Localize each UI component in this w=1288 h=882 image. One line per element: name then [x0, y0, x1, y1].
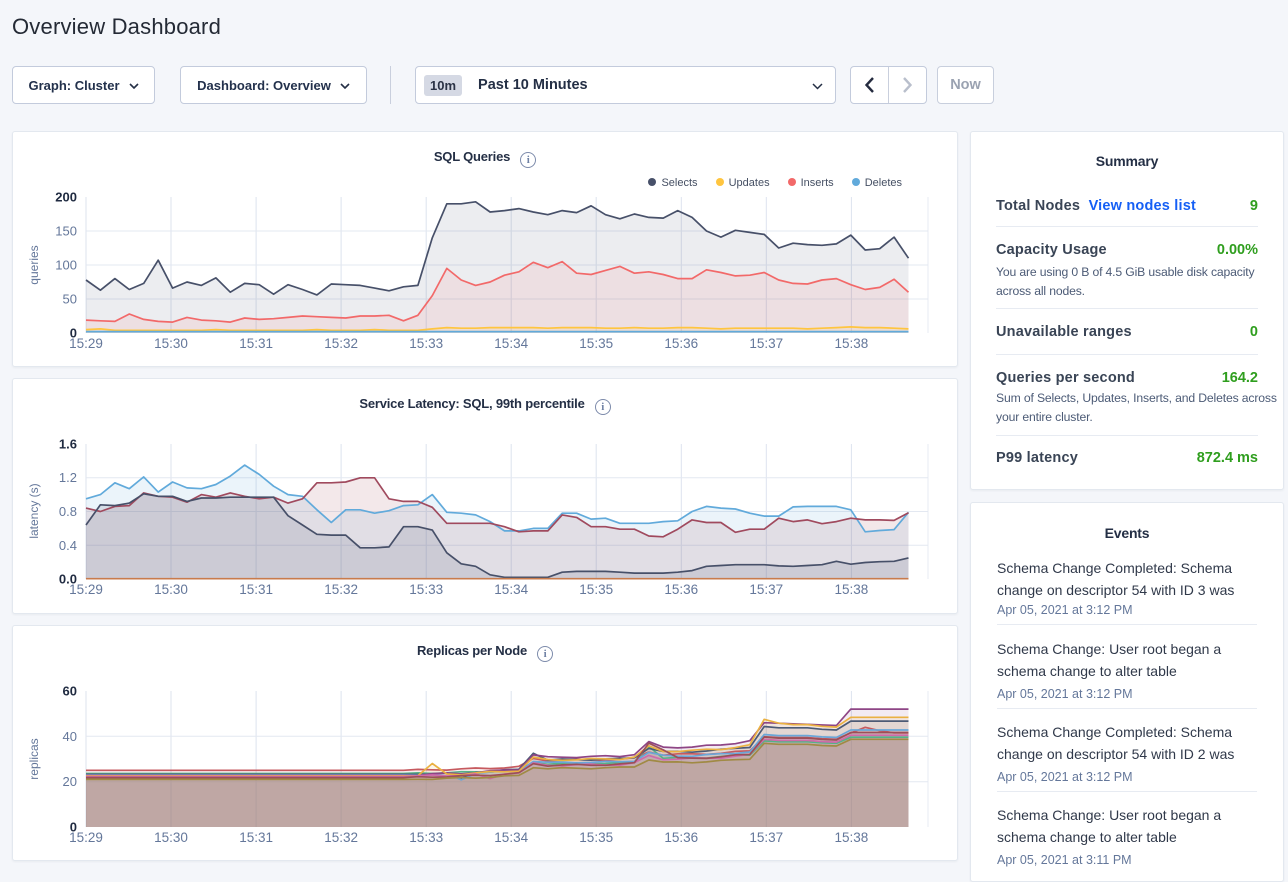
svg-text:15:33: 15:33 [409, 336, 443, 351]
svg-text:15:36: 15:36 [664, 336, 698, 351]
svg-text:0.8: 0.8 [59, 504, 77, 519]
svg-text:queries: queries [27, 245, 41, 284]
svg-text:15:32: 15:32 [324, 336, 358, 351]
svg-text:15:32: 15:32 [324, 582, 358, 597]
svg-text:15:33: 15:33 [409, 582, 443, 597]
svg-text:40: 40 [63, 729, 77, 744]
svg-text:1.6: 1.6 [59, 437, 77, 452]
svg-text:15:31: 15:31 [239, 336, 273, 351]
svg-text:15:29: 15:29 [69, 336, 103, 351]
svg-text:15:32: 15:32 [324, 830, 358, 845]
svg-text:latency (s): latency (s) [27, 483, 41, 538]
svg-text:15:37: 15:37 [749, 830, 783, 845]
svg-text:100: 100 [55, 258, 77, 273]
svg-text:0: 0 [70, 326, 77, 341]
svg-text:50: 50 [63, 292, 77, 307]
svg-text:15:38: 15:38 [835, 336, 869, 351]
svg-text:15:38: 15:38 [835, 582, 869, 597]
svg-text:15:35: 15:35 [579, 336, 613, 351]
svg-text:15:35: 15:35 [579, 830, 613, 845]
svg-text:15:34: 15:34 [494, 582, 528, 597]
svg-text:15:35: 15:35 [579, 582, 613, 597]
svg-text:15:33: 15:33 [409, 830, 443, 845]
svg-text:15:38: 15:38 [835, 830, 869, 845]
svg-text:0.4: 0.4 [59, 538, 77, 553]
svg-text:15:30: 15:30 [154, 830, 188, 845]
svg-text:15:29: 15:29 [69, 830, 103, 845]
svg-text:15:37: 15:37 [749, 582, 783, 597]
svg-text:200: 200 [55, 190, 77, 205]
svg-text:15:34: 15:34 [494, 336, 528, 351]
svg-text:15:37: 15:37 [749, 336, 783, 351]
svg-text:0.0: 0.0 [59, 572, 77, 587]
svg-text:replicas: replicas [27, 738, 41, 779]
svg-text:15:30: 15:30 [154, 582, 188, 597]
svg-text:20: 20 [63, 774, 77, 789]
svg-text:15:30: 15:30 [154, 336, 188, 351]
svg-text:15:36: 15:36 [664, 582, 698, 597]
svg-text:0: 0 [70, 820, 77, 835]
svg-text:15:34: 15:34 [494, 830, 528, 845]
svg-text:150: 150 [55, 224, 77, 239]
svg-text:60: 60 [63, 684, 77, 699]
svg-text:15:31: 15:31 [239, 830, 273, 845]
svg-text:15:36: 15:36 [664, 830, 698, 845]
svg-text:15:31: 15:31 [239, 582, 273, 597]
svg-text:15:29: 15:29 [69, 582, 103, 597]
svg-text:1.2: 1.2 [59, 470, 77, 485]
